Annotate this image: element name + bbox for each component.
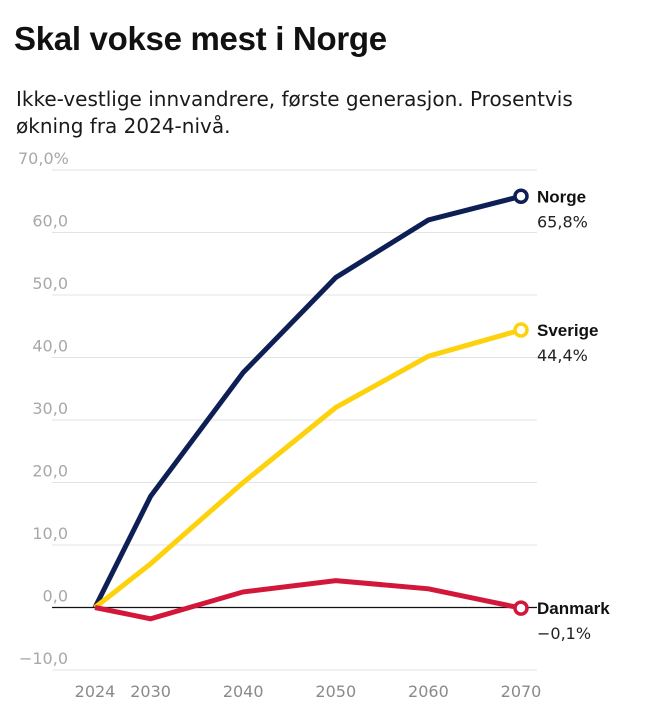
- series-line-sverige: [93, 327, 522, 610]
- end-labels: Norge 65,8% Sverige 44,4% Danmark −0,1%: [537, 187, 610, 643]
- y-tick-label: 60,0: [32, 212, 68, 231]
- y-tick-label: 50,0: [32, 274, 68, 293]
- x-tick-label: 2040: [223, 682, 264, 701]
- y-tick-label: 30,0: [32, 399, 68, 418]
- series-line-danmark: [94, 578, 522, 622]
- series-line-norge: [92, 193, 522, 609]
- y-tick-label: 20,0: [32, 462, 68, 481]
- y-tick-label: 10,0: [32, 524, 68, 543]
- y-tick-label: 40,0: [32, 337, 68, 356]
- series-label-norge: Norge: [537, 187, 586, 206]
- series-value-sverige: 44,4%: [537, 346, 588, 365]
- chart-subtitle: Ikke-vestlige innvandrere, første genera…: [16, 87, 573, 138]
- x-axis-ticks: 2024 2030 2040 2050 2060 2070: [75, 682, 542, 701]
- y-axis-ticks: 70,0% 60,0 50,0 40,0 30,0 20,0 10,0 0,0 −10,0: [18, 149, 69, 668]
- x-tick-label: 2030: [130, 682, 171, 701]
- x-tick-label: 2024: [75, 682, 116, 701]
- x-tick-label: 2070: [501, 682, 542, 701]
- grid-layer: [52, 169, 537, 671]
- chart-title: Skal vokse mest i Norge: [14, 20, 387, 57]
- series-layer: [92, 188, 529, 622]
- end-marker-norge: [513, 188, 529, 204]
- series-label-sverige: Sverige: [537, 321, 598, 340]
- y-tick-label: 70,0%: [18, 149, 69, 168]
- end-marker-danmark: [513, 600, 529, 616]
- y-tick-label: 0,0: [43, 587, 68, 606]
- x-tick-label: 2050: [315, 682, 356, 701]
- x-tick-label: 2060: [408, 682, 449, 701]
- series-value-norge: 65,8%: [537, 212, 588, 231]
- series-value-danmark: −0,1%: [537, 624, 591, 643]
- end-marker-sverige: [513, 322, 529, 338]
- series-label-danmark: Danmark: [537, 599, 610, 618]
- y-tick-label: −10,0: [19, 649, 68, 668]
